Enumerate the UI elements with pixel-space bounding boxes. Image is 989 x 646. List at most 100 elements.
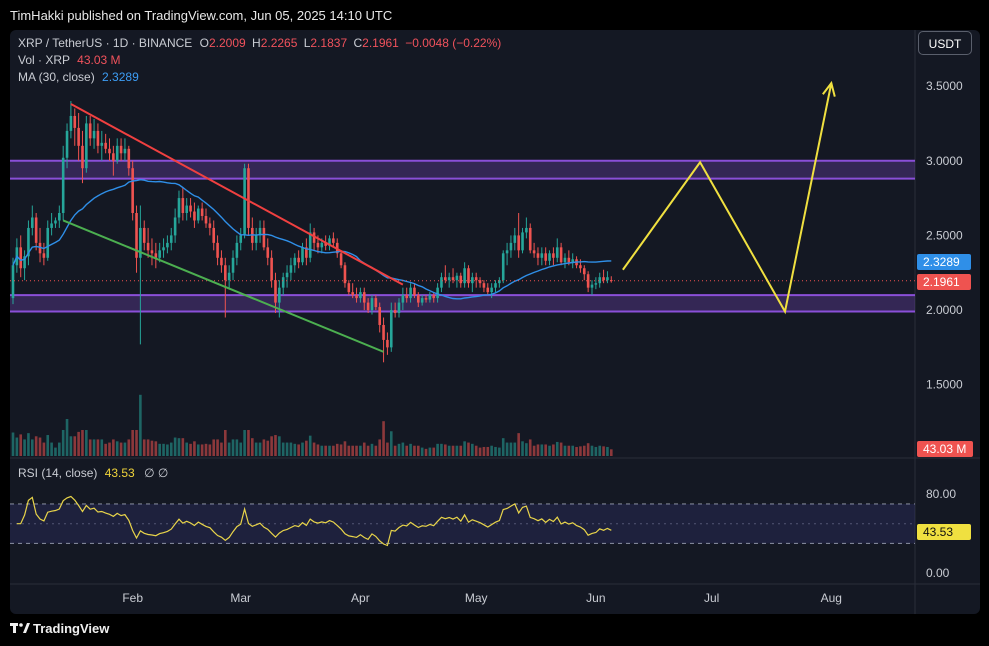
candle-body (552, 253, 555, 258)
volume-bar (490, 445, 493, 456)
candle-body (119, 145, 123, 154)
candle-body (532, 250, 536, 254)
volume-bar (34, 436, 38, 456)
rsi-band-fill (10, 503, 915, 544)
volume-bar (19, 434, 23, 456)
brand-name[interactable]: TradingView (33, 621, 110, 636)
volume-bar (586, 443, 590, 456)
candle-body (397, 302, 401, 314)
candle-body (31, 217, 34, 228)
candle-body (231, 257, 235, 273)
volume-bar (332, 445, 335, 456)
candle-body (305, 247, 308, 258)
volume-bar (552, 444, 555, 456)
candle-body (428, 295, 432, 300)
volume-bar (447, 445, 451, 456)
projection-line (622, 82, 833, 315)
volume-bar (158, 443, 161, 456)
candle-body (146, 242, 150, 251)
candle-body (355, 295, 358, 299)
candle-body (19, 247, 23, 269)
volume-bar (216, 439, 219, 456)
candle-body (112, 153, 115, 161)
volume-bar (567, 445, 571, 456)
candle-body (444, 277, 447, 281)
rsi-tick-label: 80.00 (926, 487, 956, 501)
tradingview-logo-icon[interactable] (10, 620, 30, 636)
volume-bar (401, 442, 405, 456)
volume-bar (478, 447, 482, 456)
candle-body (278, 287, 281, 303)
volume-bar (212, 439, 216, 456)
candle-body (455, 275, 459, 281)
price-tick-label: 3.0000 (926, 154, 963, 168)
volume-bar (370, 443, 374, 456)
volume-bar (220, 442, 223, 456)
volume-bar (285, 442, 289, 456)
candle-body (563, 257, 567, 263)
candle-body (289, 265, 293, 273)
volume-label: Vol · XRP (18, 53, 70, 67)
volume-bar (409, 443, 412, 456)
candle-body (220, 257, 223, 266)
time-tick-label: Apr (351, 591, 370, 605)
candle-body (482, 283, 486, 288)
volume-bar (513, 442, 517, 456)
volume-bar (525, 443, 528, 456)
chart-panel[interactable] (10, 30, 980, 614)
volume-bar (278, 436, 281, 456)
volume-bar (61, 430, 65, 456)
candle-body (262, 227, 266, 248)
volume-bar (162, 443, 165, 456)
volume-bar (58, 442, 61, 456)
volume-bars (11, 394, 613, 456)
volume-bar (498, 447, 501, 456)
volume-bar (77, 431, 80, 456)
candle-body (247, 168, 250, 228)
candlesticks (11, 101, 613, 363)
volume-bar (374, 445, 378, 456)
volume-bar (521, 441, 524, 456)
candle-body (440, 277, 443, 288)
volume-bar (204, 443, 208, 456)
volume-bar (389, 431, 393, 456)
close-label: C (353, 36, 363, 50)
candle-body (235, 242, 239, 258)
volume-bar (405, 445, 409, 456)
candle-body (343, 265, 347, 284)
volume-bar (42, 442, 46, 456)
candle-body (420, 298, 424, 303)
candle-body (586, 274, 590, 288)
candle-body (239, 235, 243, 243)
candle-body (61, 157, 65, 214)
volume-bar (239, 442, 243, 456)
candle-body (123, 148, 127, 154)
low-label: L (303, 36, 311, 50)
volume-bar (324, 445, 327, 456)
volume-bar (366, 445, 370, 456)
volume-bar (289, 442, 293, 456)
volume-bar (459, 445, 463, 456)
trendline-red (70, 103, 404, 286)
time-tick-label: Jul (704, 591, 719, 605)
volume-bar (173, 437, 177, 456)
volume-bar (15, 437, 19, 456)
candle-body (370, 298, 374, 311)
candle-body (432, 295, 436, 299)
candle-body (521, 232, 524, 251)
candle-body (316, 242, 320, 248)
candle-body (196, 208, 200, 221)
volume-bar (382, 421, 385, 456)
candle-body (212, 227, 216, 243)
volume-bar (436, 443, 439, 456)
candle-body (139, 227, 142, 258)
candle-body (266, 247, 270, 258)
volume-bar (590, 445, 594, 456)
candle-body (224, 265, 227, 281)
currency-button[interactable]: USDT (918, 31, 972, 55)
low-value: 2.1837 (310, 36, 348, 50)
volume-bar (146, 439, 150, 456)
volume-bar (471, 443, 474, 456)
volume-bar (166, 444, 169, 456)
